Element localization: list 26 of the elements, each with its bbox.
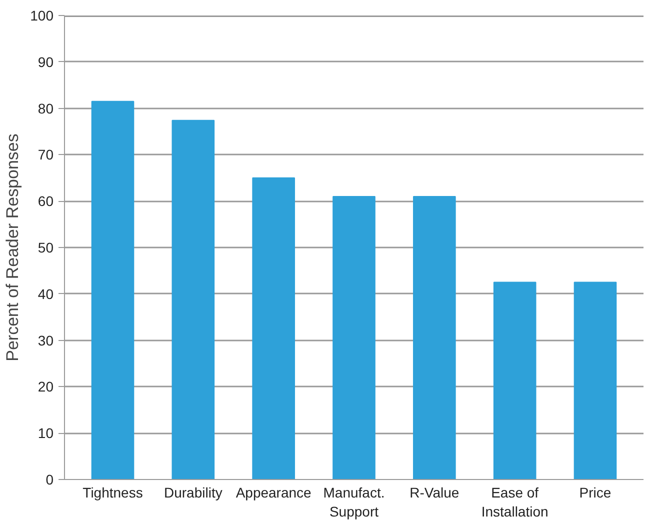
y-tick-label: 100 — [30, 8, 54, 24]
bar — [574, 282, 617, 480]
x-tick-label: Tightness — [82, 484, 143, 500]
y-tick-label: 70 — [38, 146, 54, 163]
y-tick-label: 80 — [38, 100, 54, 116]
bar — [172, 120, 215, 480]
y-tick-label: 30 — [38, 332, 54, 348]
x-tick-label: Price — [579, 484, 612, 500]
y-tick-label: 40 — [38, 286, 54, 302]
y-tick-label: 10 — [38, 425, 54, 442]
y-tick-label: 20 — [38, 378, 54, 395]
bar — [332, 196, 376, 480]
x-tick-label: Durability — [164, 484, 222, 500]
y-tick-label: 60 — [38, 193, 54, 210]
y-tick-label: 50 — [38, 240, 54, 256]
x-tick-label: R-Value — [410, 484, 460, 500]
y-tick-label: 90 — [38, 54, 54, 70]
x-tick-label: Manufact. Support — [323, 484, 385, 520]
bar — [91, 100, 134, 480]
bar — [413, 196, 456, 480]
bar — [493, 282, 536, 480]
y-axis-title: Percent of Reader Responses — [3, 134, 22, 362]
x-tick-label: Ease of Installation — [481, 484, 548, 520]
x-tick-label: Appearance — [236, 484, 312, 500]
y-tick-label: 0 — [46, 472, 54, 488]
bar — [252, 177, 295, 480]
